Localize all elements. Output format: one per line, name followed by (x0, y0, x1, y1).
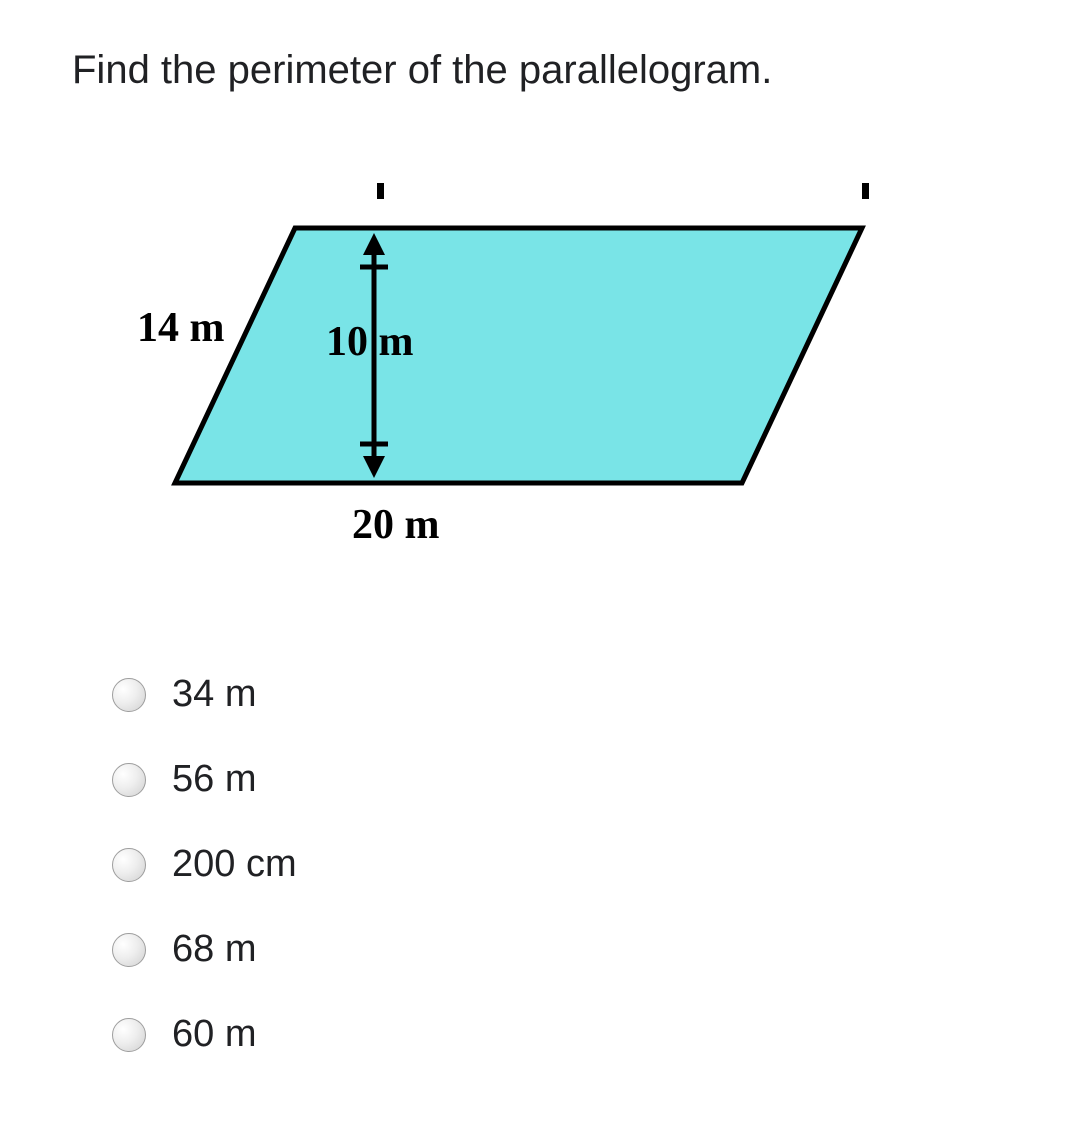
answer-options: 34 m 56 m 200 cm 68 m 60 m (112, 673, 1008, 1056)
option-label: 68 m (172, 928, 256, 971)
option-radio-c[interactable] (112, 848, 146, 882)
option-label: 56 m (172, 758, 256, 801)
option-label: 200 cm (172, 843, 297, 886)
option-row[interactable]: 34 m (112, 673, 1008, 716)
question-text: Find the perimeter of the parallelogram. (72, 48, 1008, 93)
option-label: 34 m (172, 673, 256, 716)
option-radio-b[interactable] (112, 763, 146, 797)
option-row[interactable]: 60 m (112, 1013, 1008, 1056)
svg-text:10 m: 10 m (326, 319, 414, 365)
option-row[interactable]: 56 m (112, 758, 1008, 801)
svg-text:20 m: 20 m (352, 502, 440, 548)
option-radio-e[interactable] (112, 1018, 146, 1052)
option-row[interactable]: 200 cm (112, 843, 1008, 886)
option-row[interactable]: 68 m (112, 928, 1008, 971)
parallelogram-svg: 14 m 10 m 20 m (102, 183, 882, 603)
diagram-parallelogram: 14 m 10 m 20 m (102, 183, 882, 603)
option-label: 60 m (172, 1013, 256, 1056)
svg-text:14 m: 14 m (137, 305, 225, 351)
option-radio-d[interactable] (112, 933, 146, 967)
option-radio-a[interactable] (112, 678, 146, 712)
question-page: Find the perimeter of the parallelogram.… (0, 0, 1080, 1146)
